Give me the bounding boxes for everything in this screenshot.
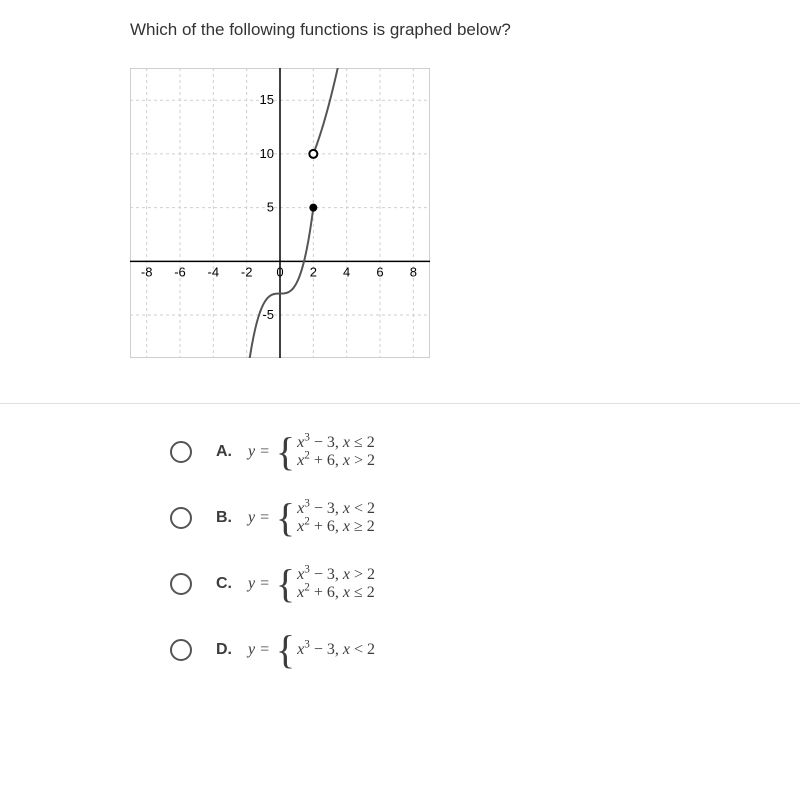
option-row[interactable]: D. y = {x3 − 3, x < 2 <box>170 630 670 670</box>
svg-text:-2: -2 <box>241 264 253 279</box>
svg-text:-4: -4 <box>208 264 220 279</box>
y-equals: y = <box>248 641 270 659</box>
y-equals: y = <box>248 575 270 593</box>
brace-icon: { <box>276 432 295 472</box>
svg-text:-8: -8 <box>141 264 153 279</box>
question-text: Which of the following functions is grap… <box>130 20 670 40</box>
radio-button[interactable] <box>170 639 192 661</box>
piecewise-cases: x3 − 3, x < 2 <box>297 641 375 659</box>
section-divider <box>0 403 800 404</box>
option-row[interactable]: C. y = {x3 − 3, x > 2x2 + 6, x ≤ 2 <box>170 564 670 604</box>
option-row[interactable]: B. y = {x3 − 3, x < 2x2 + 6, x ≥ 2 <box>170 498 670 538</box>
piecewise-cases: x3 − 3, x ≤ 2x2 + 6, x > 2 <box>297 434 375 471</box>
svg-text:10: 10 <box>260 146 274 161</box>
graph-svg: -8 -6 -4 -2 0 2 4 6 8 -5 5 10 15 <box>130 68 430 358</box>
y-equals: y = <box>248 509 270 527</box>
option-letter: D. <box>216 641 238 659</box>
option-row[interactable]: A. y = {x3 − 3, x ≤ 2x2 + 6, x > 2 <box>170 432 670 472</box>
graph-container: -8 -6 -4 -2 0 2 4 6 8 -5 5 10 15 <box>130 68 670 363</box>
svg-text:4: 4 <box>343 264 350 279</box>
svg-text:5: 5 <box>267 200 274 215</box>
brace-icon: { <box>276 564 295 604</box>
brace-icon: { <box>276 498 295 538</box>
case-2: x2 + 6, x > 2 <box>297 452 375 470</box>
svg-text:8: 8 <box>410 264 417 279</box>
radio-button[interactable] <box>170 507 192 529</box>
radio-button[interactable] <box>170 573 192 595</box>
svg-text:-6: -6 <box>174 264 186 279</box>
y-equals: y = <box>248 443 270 461</box>
svg-text:2: 2 <box>310 264 317 279</box>
piecewise-cases: x3 − 3, x > 2x2 + 6, x ≤ 2 <box>297 566 375 603</box>
svg-text:0: 0 <box>276 264 283 279</box>
option-math: y = {x3 − 3, x < 2 <box>248 630 375 670</box>
option-letter: A. <box>216 443 238 461</box>
case-2: x2 + 6, x ≤ 2 <box>297 584 375 602</box>
option-letter: C. <box>216 575 238 593</box>
case-1: x3 − 3, x < 2 <box>297 641 375 659</box>
svg-text:6: 6 <box>376 264 383 279</box>
option-math: y = {x3 − 3, x < 2x2 + 6, x ≥ 2 <box>248 498 375 538</box>
svg-text:15: 15 <box>260 92 274 107</box>
case-2: x2 + 6, x ≥ 2 <box>297 518 375 536</box>
svg-text:-5: -5 <box>262 307 274 322</box>
piecewise-cases: x3 − 3, x < 2x2 + 6, x ≥ 2 <box>297 500 375 537</box>
option-math: y = {x3 − 3, x ≤ 2x2 + 6, x > 2 <box>248 432 375 472</box>
options-list: A.y ={x3 − 3, x ≤ 2x2 + 6, x > 2B.y ={x3… <box>130 432 670 670</box>
option-letter: B. <box>216 509 238 527</box>
radio-button[interactable] <box>170 441 192 463</box>
brace-icon: { <box>276 630 295 670</box>
option-math: y = {x3 − 3, x > 2x2 + 6, x ≤ 2 <box>248 564 375 604</box>
